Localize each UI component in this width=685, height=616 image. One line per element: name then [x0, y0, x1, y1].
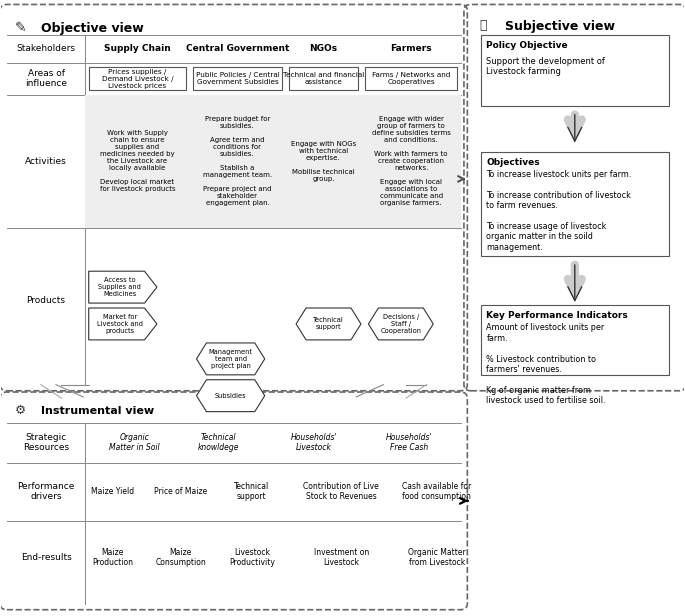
Text: Management
team and
project plan: Management team and project plan	[209, 349, 253, 369]
Text: Amount of livestock units per
farm.

% Livestock contribution to
farmers' revenu: Amount of livestock units per farm. % Li…	[486, 323, 606, 405]
Polygon shape	[197, 379, 264, 411]
Text: Households'
Free Cash: Households' Free Cash	[386, 433, 433, 452]
Text: ⚙: ⚙	[15, 404, 26, 417]
FancyBboxPatch shape	[481, 152, 669, 256]
Text: 🎯: 🎯	[479, 18, 486, 31]
FancyBboxPatch shape	[86, 95, 460, 229]
Text: Support the development of
Livestock farming: Support the development of Livestock far…	[486, 57, 606, 76]
Polygon shape	[197, 343, 264, 375]
Text: Instrumental view: Instrumental view	[41, 405, 154, 416]
Polygon shape	[369, 308, 433, 340]
Text: Prices supplies /
Demand Livestock /
Livestock prices: Prices supplies / Demand Livestock / Liv…	[101, 68, 173, 89]
Text: Supply Chain: Supply Chain	[104, 44, 171, 54]
Text: Maize
Consumption: Maize Consumption	[155, 548, 206, 567]
Text: Products: Products	[27, 296, 66, 305]
Text: Investment on
Livestock: Investment on Livestock	[314, 548, 369, 567]
Text: Objective view: Objective view	[41, 22, 144, 34]
FancyBboxPatch shape	[481, 305, 669, 376]
Text: Public Policies / Central
Government Subsidies: Public Policies / Central Government Sub…	[195, 72, 279, 85]
Text: Central Government: Central Government	[186, 44, 289, 54]
Text: To increase livestock units per farm.

To increase contribution of livestock
to : To increase livestock units per farm. To…	[486, 170, 632, 252]
Text: Objectives: Objectives	[486, 158, 540, 167]
Text: Engage with NOGs
with technical
expertise.

Mobilise technical
group.: Engage with NOGs with technical expertis…	[290, 141, 356, 182]
Text: End-results: End-results	[21, 553, 71, 562]
Text: Key Performance Indicators: Key Performance Indicators	[486, 311, 628, 320]
FancyBboxPatch shape	[193, 67, 282, 91]
Text: Technical and financial
assistance: Technical and financial assistance	[283, 72, 364, 85]
Text: Cash available for
food consumption: Cash available for food consumption	[402, 482, 471, 501]
Text: Livestock
Productivity: Livestock Productivity	[229, 548, 275, 567]
Text: Activities: Activities	[25, 157, 67, 166]
Text: ✎: ✎	[15, 22, 27, 36]
Text: Farms / Networks and
Cooperatives: Farms / Networks and Cooperatives	[372, 72, 450, 85]
FancyBboxPatch shape	[365, 67, 457, 91]
Text: Subjective view: Subjective view	[505, 20, 615, 33]
Text: Technical
support: Technical support	[313, 317, 344, 330]
Text: NGOs: NGOs	[310, 44, 338, 54]
Text: Stakeholders: Stakeholders	[16, 44, 75, 54]
FancyBboxPatch shape	[288, 67, 358, 91]
Text: Price of Maize: Price of Maize	[154, 487, 208, 496]
Text: Access to
Supplies and
Medicines: Access to Supplies and Medicines	[98, 277, 141, 297]
Text: Farmers: Farmers	[390, 44, 432, 54]
Text: Areas of
influence: Areas of influence	[25, 69, 67, 88]
Text: Organic
Matter in Soil: Organic Matter in Soil	[109, 433, 160, 452]
Text: Organic Matter
from Livestock: Organic Matter from Livestock	[408, 548, 466, 567]
Polygon shape	[89, 308, 157, 340]
Polygon shape	[296, 308, 361, 340]
Polygon shape	[89, 271, 157, 303]
Text: Policy Objective: Policy Objective	[486, 41, 568, 51]
Text: Technical
support: Technical support	[234, 482, 269, 501]
Text: Households'
Livestock: Households' Livestock	[290, 433, 337, 452]
Text: Work with Supply
chain to ensure
supplies and
medicines needed by
the Livestock : Work with Supply chain to ensure supplie…	[100, 131, 175, 192]
Text: Decisions /
Staff /
Cooperation: Decisions / Staff / Cooperation	[380, 314, 421, 334]
Text: Maize Yield: Maize Yield	[91, 487, 134, 496]
Text: Contribution of Live
Stock to Revenues: Contribution of Live Stock to Revenues	[303, 482, 379, 501]
Text: Technical
knowldege: Technical knowldege	[197, 433, 239, 452]
Text: Engage with wider
group of farmers to
define subsidies terms
and conditions.

Wo: Engage with wider group of farmers to de…	[372, 116, 451, 206]
Text: Market for
Livestock and
products: Market for Livestock and products	[97, 314, 142, 334]
FancyBboxPatch shape	[89, 67, 186, 91]
Text: Performance
drivers: Performance drivers	[17, 482, 75, 501]
Text: Maize
Production: Maize Production	[92, 548, 133, 567]
FancyBboxPatch shape	[481, 35, 669, 105]
Text: Strategic
Resources: Strategic Resources	[23, 433, 69, 452]
Text: Subsidies: Subsidies	[215, 392, 247, 399]
Text: Prepare budget for
subsidies.

Agree term and
conditions for
subsidies.

Stablis: Prepare budget for subsidies. Agree term…	[203, 116, 272, 206]
